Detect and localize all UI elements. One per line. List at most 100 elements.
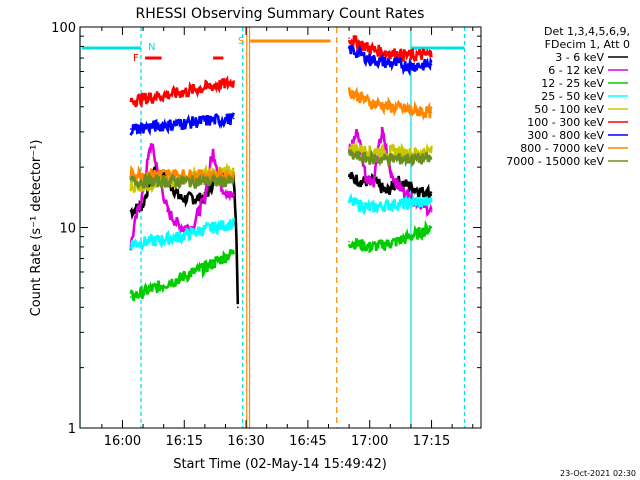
legend-header: FDecim 1, Att 0 xyxy=(545,38,630,51)
data-point xyxy=(373,180,375,183)
data-point xyxy=(410,158,412,160)
legend-header: Det 1,3,4,5,6,9, xyxy=(544,25,630,38)
data-point xyxy=(179,174,181,176)
plot-area: NF S xyxy=(79,27,466,428)
flag-label: N xyxy=(148,42,155,53)
data-point xyxy=(150,143,153,146)
series-path xyxy=(129,126,433,251)
data-point xyxy=(385,191,388,193)
data-point xyxy=(410,109,412,111)
data-point xyxy=(232,251,235,254)
data-point xyxy=(154,287,157,289)
data-point xyxy=(204,228,206,231)
series-trace xyxy=(129,192,433,252)
data-point xyxy=(348,90,350,92)
series-path xyxy=(129,149,433,191)
data-point xyxy=(430,226,433,229)
x-tick-label: 17:00 xyxy=(351,434,388,449)
data-point xyxy=(430,111,433,114)
data-point xyxy=(348,200,350,203)
data-point xyxy=(410,152,412,154)
data-point xyxy=(348,175,350,178)
data-point xyxy=(348,240,350,243)
data-point xyxy=(232,180,235,183)
data-point xyxy=(368,101,371,104)
data-point xyxy=(410,185,412,188)
data-point xyxy=(430,200,433,203)
data-point xyxy=(389,242,392,245)
data-point xyxy=(381,131,383,133)
data-point xyxy=(179,226,181,229)
data-point xyxy=(368,150,371,153)
data-point xyxy=(232,197,235,200)
data-point xyxy=(154,173,157,175)
data-point xyxy=(129,128,132,130)
data-point xyxy=(212,150,214,153)
data-point xyxy=(389,52,392,55)
data-point xyxy=(232,222,235,225)
data-point xyxy=(410,54,412,57)
plot-frame xyxy=(79,26,482,429)
data-point xyxy=(232,81,235,84)
y-tick-label: 10 xyxy=(59,222,76,237)
data-point xyxy=(129,173,132,175)
data-point xyxy=(368,58,371,61)
data-point xyxy=(179,180,181,183)
series-trace xyxy=(129,219,433,302)
series-path xyxy=(129,86,433,184)
data-point xyxy=(364,175,367,178)
data-point xyxy=(204,86,206,89)
data-point xyxy=(410,65,412,67)
series-trace xyxy=(129,43,433,137)
data-point xyxy=(129,99,132,102)
series-path xyxy=(129,35,433,108)
data-point xyxy=(154,239,157,242)
data-point xyxy=(204,266,206,269)
data-point xyxy=(356,131,359,133)
y-axis-label: Count Rate (s⁻¹ detector⁻¹) xyxy=(29,140,44,317)
data-point xyxy=(348,37,350,39)
legend-entry: 25 - 50 keV xyxy=(541,90,604,103)
data-point xyxy=(430,150,433,153)
axis-ticks: 1 10 100 16:00 16:15 16:30 16:45 17:00 17:15 xyxy=(51,21,481,449)
flag-label: F xyxy=(133,53,139,64)
series-path xyxy=(129,219,432,302)
data-point xyxy=(410,235,412,238)
data-point xyxy=(179,122,181,125)
data-point xyxy=(348,154,350,156)
y-tick-label: 1 xyxy=(68,422,76,437)
legend-entry: 100 - 300 keV xyxy=(527,116,604,129)
data-point xyxy=(129,210,132,213)
data-marks xyxy=(129,35,433,309)
legend-entry: 7000 - 15000 keV xyxy=(506,155,604,168)
data-point xyxy=(142,203,144,206)
data-point xyxy=(389,203,392,206)
data-point xyxy=(389,62,392,64)
legend-entry: 800 - 7000 keV xyxy=(520,142,604,155)
data-point xyxy=(430,158,433,160)
data-point xyxy=(397,185,400,188)
data-point xyxy=(204,120,206,122)
data-point xyxy=(410,202,412,205)
data-point xyxy=(237,306,239,309)
data-point xyxy=(154,125,157,128)
x-tick-label: 17:15 xyxy=(413,434,450,449)
data-point xyxy=(368,47,371,50)
data-point xyxy=(232,117,235,120)
data-point xyxy=(368,158,371,160)
data-point xyxy=(389,158,392,160)
y-tick-label: 100 xyxy=(51,21,76,36)
series-path xyxy=(129,192,433,252)
data-point xyxy=(430,63,433,66)
data-point xyxy=(129,185,132,188)
x-tick-label: 16:15 xyxy=(166,434,203,449)
data-point xyxy=(191,197,194,200)
legend: Det 1,3,4,5,6,9,FDecim 1, Att 03 - 6 keV… xyxy=(506,25,630,168)
data-point xyxy=(430,210,433,213)
data-point xyxy=(204,197,206,200)
data-point xyxy=(430,191,433,193)
legend-entry: 3 - 6 keV xyxy=(555,51,604,64)
data-point xyxy=(154,95,157,98)
data-point xyxy=(129,296,132,298)
